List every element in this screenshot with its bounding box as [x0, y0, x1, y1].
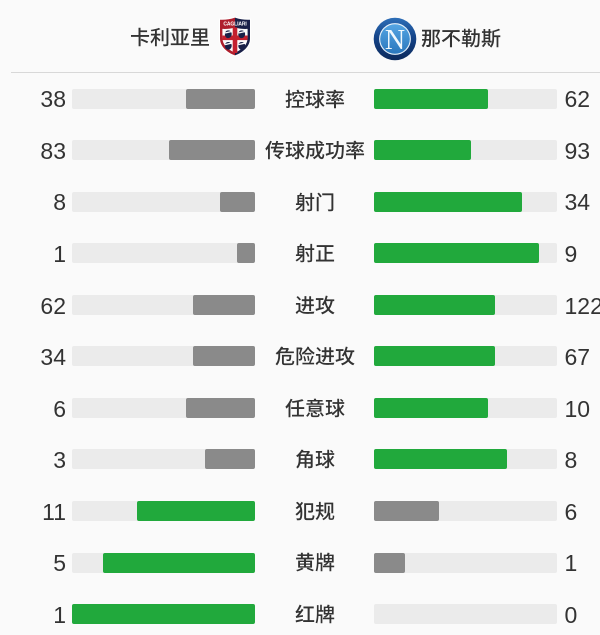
svg-text:CAGLIARI: CAGLIARI — [223, 21, 247, 27]
svg-text:N: N — [385, 25, 405, 56]
